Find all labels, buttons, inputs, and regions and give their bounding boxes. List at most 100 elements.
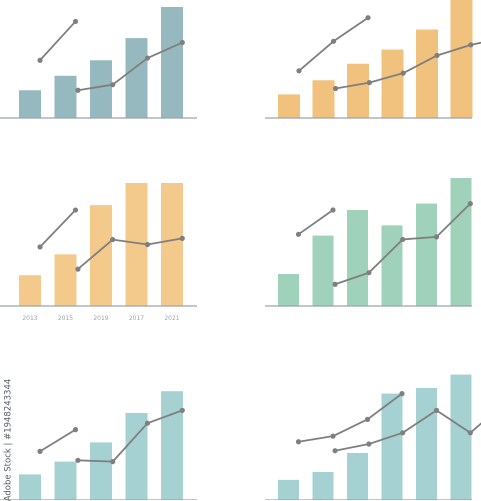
bar <box>54 254 77 306</box>
line-point <box>330 38 337 44</box>
line-point <box>179 235 185 241</box>
line-point <box>433 234 440 240</box>
line-point <box>110 459 116 465</box>
bar <box>54 75 77 118</box>
bar <box>312 235 334 306</box>
line-point <box>110 82 116 88</box>
line-point <box>75 266 81 272</box>
line-point <box>295 231 302 237</box>
bar <box>416 203 437 306</box>
bar <box>381 393 403 500</box>
bar <box>90 442 112 500</box>
chart-4 <box>265 178 473 307</box>
line-point <box>364 416 371 422</box>
series-line <box>39 209 77 248</box>
line-point <box>467 201 473 207</box>
line-point <box>400 236 406 243</box>
line-point <box>72 427 79 433</box>
tick-label: 2019 <box>93 315 108 322</box>
tick-label: 2021 <box>164 315 179 322</box>
stock-id-text: Adobe Stock | #1948243344 <box>3 378 13 501</box>
bar <box>347 63 369 118</box>
line-point <box>144 420 151 426</box>
stock-id-label: Adobe Stock | #1948243344 <box>2 378 14 501</box>
line-point <box>37 244 43 250</box>
bar <box>161 391 183 500</box>
bar <box>19 275 41 306</box>
bar <box>381 225 403 306</box>
bar <box>347 210 368 306</box>
line-point <box>399 391 405 397</box>
line-point <box>400 70 406 76</box>
line-point <box>332 448 338 454</box>
line-point <box>330 433 336 439</box>
line-point <box>366 80 372 86</box>
line-point <box>75 87 81 93</box>
bar <box>125 183 148 306</box>
chart-6 <box>265 374 481 500</box>
bar <box>450 178 472 306</box>
bar <box>19 474 41 500</box>
line-point <box>179 407 185 413</box>
line-point <box>144 241 151 248</box>
line-point <box>144 55 151 61</box>
line-point <box>110 236 116 243</box>
bar <box>161 183 183 306</box>
bar <box>125 38 148 118</box>
bar <box>381 49 404 119</box>
line-point <box>332 85 339 92</box>
bar <box>19 90 41 118</box>
series-line <box>39 20 77 61</box>
line-point <box>468 42 474 48</box>
line-point <box>434 52 440 59</box>
line-point <box>332 281 338 287</box>
chart-5 <box>0 391 197 500</box>
series-line <box>335 41 481 90</box>
bar <box>416 29 438 118</box>
line-point <box>366 441 372 447</box>
line-point <box>75 457 81 463</box>
line-point <box>37 57 43 63</box>
series-line <box>77 409 183 463</box>
series-line <box>39 428 76 453</box>
bar <box>450 0 473 118</box>
line-point <box>296 68 302 74</box>
line-point <box>179 39 185 46</box>
tick-label: 2017 <box>129 315 144 322</box>
line-point <box>467 430 473 436</box>
line-point <box>365 15 371 21</box>
line-point <box>330 207 336 213</box>
bar <box>278 479 299 500</box>
line-point <box>72 18 79 25</box>
series-line <box>77 41 183 92</box>
series-line <box>334 409 481 452</box>
tick-label: 2013 <box>22 315 37 322</box>
bar <box>450 374 472 500</box>
line-point <box>295 439 302 445</box>
chart-3: 2013 2015 2019 2017 2021 <box>0 183 197 322</box>
series-line <box>297 209 334 236</box>
bar <box>312 80 335 118</box>
bar <box>125 412 148 500</box>
line-point <box>366 270 372 276</box>
series-line <box>298 392 403 443</box>
bar <box>90 205 112 306</box>
bar <box>278 94 300 118</box>
chart-1 <box>0 7 197 119</box>
bar <box>54 461 77 500</box>
bar <box>161 7 183 118</box>
bar <box>278 274 299 306</box>
bar <box>312 472 334 500</box>
line-point <box>72 207 79 213</box>
chart-2 <box>265 0 481 119</box>
tick-label: 2015 <box>58 315 73 322</box>
series-line <box>298 16 369 72</box>
line-point <box>400 430 406 436</box>
bar <box>90 60 112 118</box>
line-point <box>37 448 43 454</box>
series-line <box>77 237 183 270</box>
bar <box>416 388 437 500</box>
bar <box>347 452 368 500</box>
line-point <box>433 407 440 413</box>
